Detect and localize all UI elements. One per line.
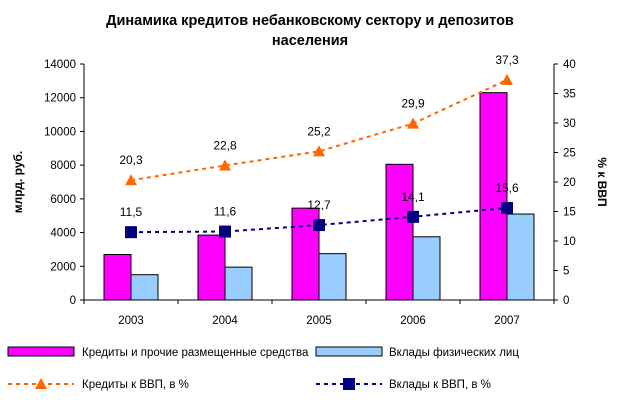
bar-credits <box>103 253 132 301</box>
credits-gdp-label: 37,3 <box>495 53 519 67</box>
left-tick-label: 14000 <box>44 59 76 71</box>
x-tick-label: 2003 <box>118 315 144 327</box>
left-tick-label: 2000 <box>50 261 76 273</box>
deposits-gdp-label: 15,6 <box>495 181 519 195</box>
legend-label-deposits-gdp: Вклады к ВВП, в % <box>389 379 491 391</box>
deposits-gdp-label: 14,1 <box>401 190 425 204</box>
credits-gdp-label: 20,3 <box>119 153 143 167</box>
credits-gdp-point <box>407 117 419 129</box>
right-tick-label: 20 <box>563 177 576 189</box>
x-tick-label: 2007 <box>494 315 520 327</box>
credits-gdp-point <box>125 174 137 186</box>
bar-deposits <box>506 213 535 301</box>
left-tick-label: 12000 <box>44 93 76 105</box>
bar-deposits <box>130 274 159 301</box>
y2-axis-title: % к ВВП <box>595 157 609 206</box>
deposits-gdp-point <box>501 201 513 214</box>
bar-deposits <box>224 266 253 301</box>
right-tick-label: 40 <box>563 59 576 71</box>
credits-gdp-label: 22,8 <box>213 138 237 152</box>
x-tick-label: 2005 <box>306 315 332 327</box>
deposits-gdp-point <box>313 219 325 232</box>
deposits-gdp-point <box>407 210 419 223</box>
bar-credits <box>479 92 508 301</box>
left-tick-label: 10000 <box>44 126 76 138</box>
credits-gdp-point <box>501 73 513 85</box>
y-axis-title: млрд. руб. <box>11 151 25 213</box>
credits-gdp-label: 25,2 <box>307 124 331 138</box>
legend-swatch-credits <box>7 346 75 357</box>
legend-swatch-deposits <box>315 346 383 357</box>
left-tick-label: 8000 <box>50 160 76 172</box>
legend-label-credits-gdp: Кредиты к ВВП, в % <box>82 379 189 391</box>
right-tick-label: 5 <box>563 266 569 278</box>
deposits-gdp-label: 11,5 <box>120 205 143 219</box>
legend-marker-deposits-gdp <box>343 378 355 390</box>
deposits-gdp-line <box>130 206 508 234</box>
left-tick-label: 0 <box>70 295 76 307</box>
deposits-gdp-label: 11,6 <box>214 205 237 219</box>
credits-gdp-label: 29,9 <box>401 97 425 111</box>
deposits-gdp-point <box>219 225 231 238</box>
legend-label-deposits: Вклады физических лиц <box>389 347 519 359</box>
x-tick-label: 2004 <box>212 315 238 327</box>
left-tick-label: 6000 <box>50 194 76 206</box>
chart-title-line: населения <box>272 33 348 49</box>
chart-title-line: Динамика кредитов небанковскому сектору … <box>106 13 514 29</box>
right-tick-label: 10 <box>563 236 576 248</box>
bar-deposits <box>318 253 347 301</box>
right-tick-label: 15 <box>563 207 576 219</box>
right-tick-label: 35 <box>563 89 576 101</box>
legend-label-credits: Кредиты и прочие размещенные средства <box>82 347 309 359</box>
x-tick-label: 2006 <box>400 315 426 327</box>
bar-deposits <box>412 236 441 301</box>
right-tick-label: 30 <box>563 118 576 130</box>
legend-marker-credits-gdp <box>35 378 47 389</box>
deposits-gdp-label: 12,7 <box>307 198 331 212</box>
credits-gdp-point <box>313 145 325 157</box>
credits-gdp-point <box>219 159 231 171</box>
right-tick-label: 25 <box>563 148 576 160</box>
bar-credits <box>385 163 414 301</box>
left-tick-label: 4000 <box>50 228 76 240</box>
bar-credits <box>197 234 226 301</box>
right-tick-label: 0 <box>563 295 569 307</box>
credits-gdp-line <box>130 79 508 182</box>
deposits-gdp-point <box>125 226 137 239</box>
